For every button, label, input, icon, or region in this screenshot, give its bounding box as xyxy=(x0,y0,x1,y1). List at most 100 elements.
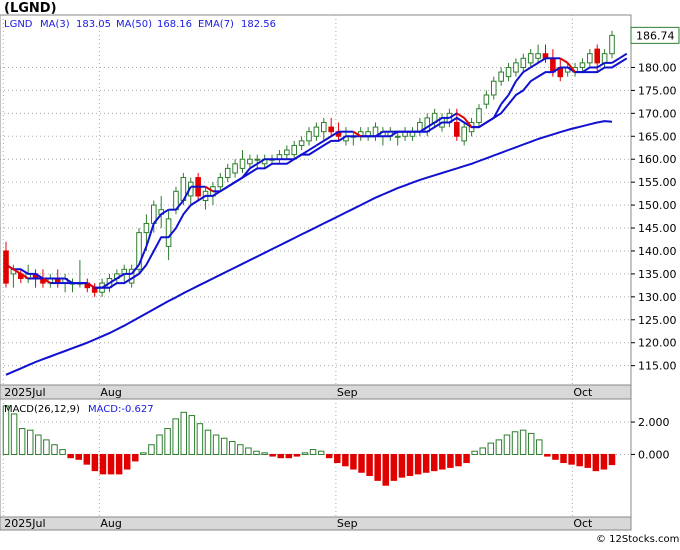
legend-ma50-label: MA(50) xyxy=(116,19,152,30)
macd-bar xyxy=(83,453,91,465)
candle-body xyxy=(601,53,608,64)
macd-bar xyxy=(463,453,470,464)
last-price-marker: 186.74 xyxy=(630,26,680,44)
candle-body xyxy=(247,158,253,165)
macd-bar xyxy=(527,432,535,455)
candle-body xyxy=(476,108,482,124)
price-date-axis: 2025Jul Aug Sep Oct xyxy=(4,386,593,399)
macd-bar xyxy=(107,453,115,475)
ma50-line xyxy=(5,120,613,376)
macd-bar xyxy=(358,453,365,473)
ma3-segment xyxy=(522,66,532,73)
date-tick-label: Oct xyxy=(573,517,593,530)
price-tick-label: 125.00 xyxy=(638,314,677,327)
macd-bar xyxy=(447,453,454,468)
price-tick-label: 150.00 xyxy=(638,199,677,212)
macd-bar xyxy=(334,453,341,464)
ma3-segment xyxy=(463,117,473,128)
price-tick-label: 120.00 xyxy=(638,337,677,350)
macd-bar xyxy=(374,453,381,481)
candle-body xyxy=(498,71,504,82)
macd-bar xyxy=(228,440,236,455)
price-tick-label: 175.00 xyxy=(638,84,677,97)
price-tick-label: 140.00 xyxy=(638,245,677,258)
last-price-label: 186.74 xyxy=(636,29,675,42)
macd-bar xyxy=(293,453,301,457)
macd-bar xyxy=(253,450,260,455)
ma3-segment xyxy=(581,66,591,73)
macd-bar xyxy=(608,453,616,466)
candle-body xyxy=(217,177,224,188)
ma3-segment xyxy=(175,199,185,211)
price-tick-label: 130.00 xyxy=(638,291,677,304)
ma3-segment xyxy=(101,282,110,289)
date-tick-label: 2025Jul xyxy=(4,517,45,530)
candle-body xyxy=(136,232,142,270)
macd-bar xyxy=(471,450,478,455)
ma3-segment xyxy=(145,223,155,247)
candle-body xyxy=(165,218,172,247)
macd-bar xyxy=(350,453,357,470)
macd-bar xyxy=(544,453,551,457)
chart-title: (LGND) xyxy=(4,1,57,16)
price-tick-label: 180.00 xyxy=(638,61,677,74)
candle-body xyxy=(320,122,327,133)
ma3-segment xyxy=(20,273,29,280)
ma3-segment xyxy=(153,213,162,225)
ma3-segment xyxy=(42,277,51,284)
ma3-segment xyxy=(219,185,229,193)
macd-value: MACD:-0.627 xyxy=(88,404,154,415)
price-tick-label: 135.00 xyxy=(638,268,677,281)
macd-bar xyxy=(123,453,131,470)
macd-bar xyxy=(422,453,430,473)
macd-bar xyxy=(164,428,171,455)
ma3-segment xyxy=(478,121,487,128)
ma50-line-group xyxy=(5,120,613,376)
date-tick-label: Aug xyxy=(100,386,121,399)
macd-bar xyxy=(487,442,495,455)
price-tick-label: 165.00 xyxy=(638,130,677,143)
macd-bar xyxy=(2,405,10,455)
macd-bar xyxy=(584,453,592,468)
candle-body xyxy=(587,53,593,64)
candle-body xyxy=(313,126,320,137)
macd-date-axis: 2025Jul Aug Sep Oct xyxy=(4,517,593,530)
macd-bar xyxy=(560,453,567,464)
ma3-segment xyxy=(130,264,140,275)
macd-bar xyxy=(382,453,390,486)
macd-bar xyxy=(519,429,527,455)
candle-body xyxy=(527,53,534,64)
macd-bar xyxy=(220,437,228,455)
ma3-segment xyxy=(500,94,510,105)
ma3-segment xyxy=(537,57,547,64)
price-date-axis-band xyxy=(0,384,632,400)
ma3-segment xyxy=(227,181,236,188)
ma3-segment xyxy=(530,62,539,69)
ma3-segment xyxy=(456,112,465,119)
legend-ema7-label: EMA(7) xyxy=(198,19,234,30)
candle-body xyxy=(513,62,519,73)
ma3-segment xyxy=(330,130,340,138)
ma3-segment xyxy=(485,117,495,124)
candle-body xyxy=(239,158,246,169)
candle-body xyxy=(505,66,512,78)
macd-bar xyxy=(511,431,519,455)
date-tick-label: Sep xyxy=(337,517,358,530)
macd-bar xyxy=(51,444,58,455)
macd-bar xyxy=(390,453,398,481)
ma3-segment xyxy=(182,186,192,201)
candle-body xyxy=(461,126,467,142)
legend-ma3-label: MA(3) xyxy=(40,19,70,30)
macd-bar xyxy=(309,449,317,455)
candle-body xyxy=(394,135,401,138)
macd-bar xyxy=(18,428,26,455)
macd-bar xyxy=(245,447,252,455)
macd-bar xyxy=(414,453,422,475)
candle-body xyxy=(143,222,150,234)
macd-bar xyxy=(35,434,42,455)
macd-bar xyxy=(180,411,188,455)
price-tick-label: 145.00 xyxy=(638,222,677,235)
ma3-segment xyxy=(205,185,214,193)
ma3-segment xyxy=(566,62,576,73)
macd-bar xyxy=(398,453,406,478)
